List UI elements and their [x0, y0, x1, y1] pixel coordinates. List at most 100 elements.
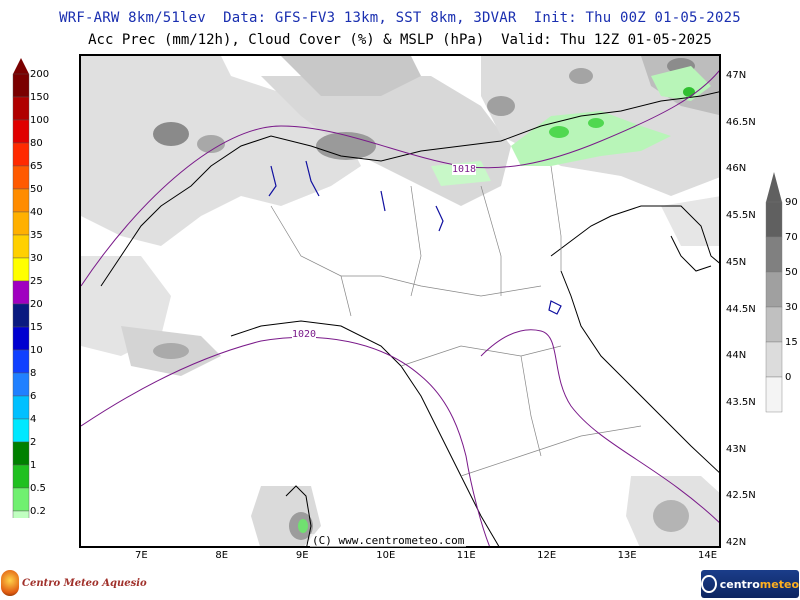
cloud-core: [153, 122, 189, 146]
cloud-colorbar-swatch: [765, 201, 783, 238]
cloud-patch: [281, 56, 421, 96]
precip-core: [298, 519, 308, 533]
lake-trasimeno: [548, 300, 562, 315]
precip-legend-label: 40: [30, 207, 43, 218]
precip-colorbar-swatch: [12, 326, 30, 351]
lake-maggiore: [268, 165, 277, 197]
sun-badge-icon: [1, 570, 19, 596]
precip-core: [549, 126, 569, 138]
longitude-label: 9E: [295, 550, 309, 561]
precip-colorbar-swatch: [12, 303, 30, 328]
latitude-label: 45.5N: [726, 210, 756, 222]
cloud-core: [653, 500, 689, 532]
cloud-legend-label: 0: [785, 372, 792, 383]
isobar-layer: [81, 70, 719, 546]
adriatic-north-coast: [550, 205, 719, 264]
lake-como: [305, 160, 320, 197]
precip-legend-label: 25: [30, 276, 43, 287]
precip-legend: [10, 58, 32, 535]
cloud-core: [487, 96, 515, 116]
precip-legend-label: 2: [30, 437, 37, 448]
precip-colorbar-swatch: [12, 349, 30, 374]
cloud-core: [153, 343, 189, 359]
precip-colorbar-swatch: [12, 96, 30, 121]
isobar-east: [480, 329, 719, 523]
cloud-legend-label: 50: [785, 267, 798, 278]
precip-colorbar-swatch: [12, 510, 30, 535]
cloud-core: [569, 68, 593, 84]
precip-legend-label: 200: [30, 69, 50, 80]
cloud-legend-label: 70: [785, 232, 798, 243]
precip-colorbar-swatch: [12, 418, 30, 443]
precip-colorbar-swatch: [12, 487, 30, 512]
lake-iseo: [380, 190, 386, 212]
precip-legend-label: 10: [30, 345, 43, 356]
precip-colorbar-swatch: [12, 73, 30, 98]
precip-colorbar-swatch: [12, 211, 30, 236]
lake-garda: [435, 205, 444, 232]
cloud-legend: [764, 172, 784, 417]
cloud-colorbar-swatch: [765, 271, 783, 308]
cloud-colorbar-swatch: [765, 341, 783, 378]
precip-colorbar-swatch: [12, 142, 30, 167]
region-borders: [270, 165, 642, 477]
precip-core: [683, 87, 695, 97]
isobar-1018: [81, 70, 719, 287]
cloud-core: [197, 135, 225, 153]
precip-colorbar-swatch: [12, 395, 30, 420]
precip-legend-label: 80: [30, 138, 43, 149]
latitude-label: 44.5N: [726, 303, 756, 315]
precip-colorbar-swatch: [12, 441, 30, 466]
centrometeo-logo: centrometeo: [701, 570, 799, 598]
latitude-label: 46N: [726, 163, 747, 175]
precip-legend-label: 20: [30, 299, 43, 310]
cloud-legend-label: 90: [785, 197, 798, 208]
precip-legend-label: 0.5: [30, 483, 46, 494]
precip-colorbar-arrow: [13, 58, 29, 74]
italy-northern-border: [100, 91, 719, 287]
logo-left-text: Centro Meteo Aquesio: [22, 577, 147, 589]
precip-legend-label: 30: [30, 253, 43, 264]
precip-legend-label: 4: [30, 414, 37, 425]
precip-legend-label: 100: [30, 115, 50, 126]
isobar-1020: [81, 336, 490, 546]
italy-east-coast: [560, 270, 719, 473]
longitude-label: 13E: [617, 550, 637, 561]
latitude-label: 44N: [726, 350, 747, 362]
precip-legend-label: 8: [30, 368, 37, 379]
latitude-label: 42N: [726, 537, 747, 548]
cloud-colorbar: [765, 172, 783, 413]
isobar-label-1020: 1020: [292, 329, 317, 340]
cloud-colorbar-swatch: [765, 306, 783, 343]
cloud-colorbar-swatch: [765, 376, 783, 413]
longitude-label: 7E: [135, 550, 148, 561]
lakes-layer: [268, 160, 562, 315]
model-title: WRF-ARW 8km/51lev Data: GFS-FV3 13km, SS…: [59, 10, 741, 26]
latitude-label: 46.5N: [726, 116, 756, 128]
ring-icon: [701, 575, 717, 593]
precip-legend-label: 50: [30, 184, 43, 195]
weather-map: [79, 54, 721, 548]
precip-legend-label: 0.2: [30, 506, 46, 517]
copyright-text: (C) www.centrometeo.com: [310, 534, 467, 547]
map-svg: [81, 56, 719, 546]
precip-legend-label: 15: [30, 322, 43, 333]
precip-legend-label: 65: [30, 161, 43, 172]
precip-colorbar-swatch: [12, 119, 30, 144]
precip-colorbar-swatch: [12, 372, 30, 397]
cloud-colorbar-arrow: [766, 172, 782, 202]
longitude-label: 8E: [215, 550, 229, 561]
field-title: Acc Prec (mm/12h), Cloud Cover (%) & MSL…: [88, 32, 712, 48]
latitude-label: 43.5N: [726, 396, 756, 408]
corsica-coast: [285, 485, 312, 546]
latitude-label: 42.5N: [726, 490, 756, 502]
longitude-label: 10E: [376, 550, 396, 561]
latitude-label: 45N: [726, 256, 747, 268]
precip-colorbar-swatch: [12, 188, 30, 213]
cloud-cover-layer: [81, 56, 719, 546]
precip-legend-label: 1: [30, 460, 37, 471]
precip-colorbar: [12, 58, 30, 535]
cloud-patch: [661, 196, 719, 246]
longitude-label: 12E: [537, 550, 557, 561]
latitude-label: 47N: [726, 70, 747, 81]
